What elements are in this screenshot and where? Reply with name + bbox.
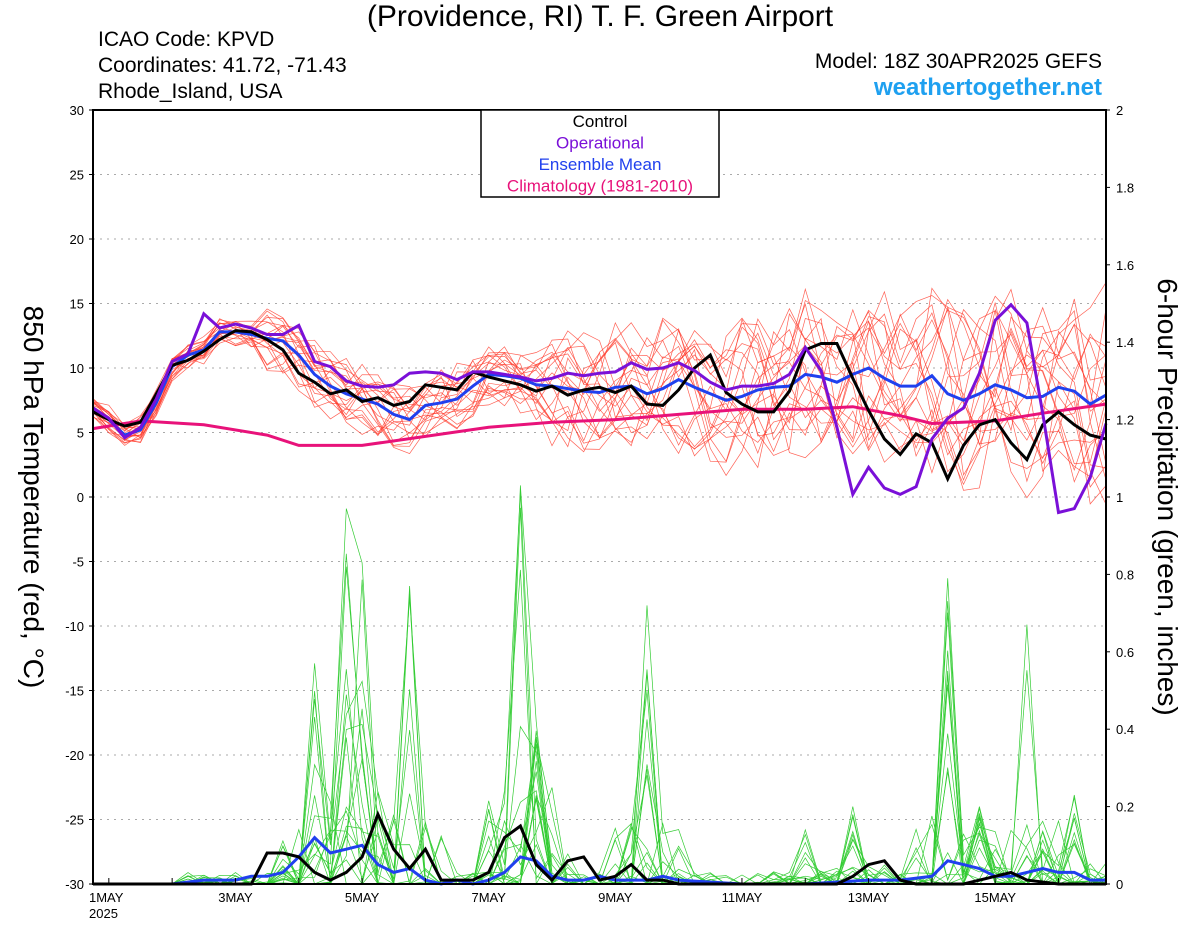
left-tick-label: -25	[65, 813, 84, 828]
legend-item-operational: Operational	[556, 134, 644, 153]
precipitation-member-20	[93, 680, 1107, 885]
left-tick-label: -15	[65, 684, 84, 699]
legend-box	[480, 109, 720, 198]
highlight-series	[92, 302, 1108, 886]
left-tick-label: -20	[65, 748, 84, 763]
precip-mean-line	[93, 835, 1106, 886]
x-tick-label: 3MAY	[218, 890, 253, 905]
site-link[interactable]: weathertogether.net	[873, 74, 1102, 101]
region: Rhode_Island, USA	[98, 80, 283, 103]
right-tick-label: 2	[1116, 103, 1123, 118]
left-tick-label: -30	[65, 877, 84, 892]
temperature-member-16	[92, 308, 1107, 483]
temperature-operational-line	[92, 302, 1108, 515]
right-tick-label: 0.4	[1116, 722, 1134, 737]
temperature-member-9	[92, 298, 1107, 472]
left-tick-label: -10	[65, 619, 84, 634]
coordinates: Coordinates: 41.72, -71.43	[98, 54, 347, 77]
legend-item-control: Control	[573, 112, 628, 131]
right-tick-label: 1.2	[1116, 413, 1134, 428]
x-tick-label: 11MAY	[722, 890, 763, 905]
x-tick-label: 15MAY	[974, 890, 1016, 905]
right-tick-label: 1.6	[1116, 258, 1134, 273]
temperature-member-8	[92, 308, 1107, 469]
precipitation-member-6	[93, 566, 1107, 885]
chart-title: (Providence, RI) T. F. Green Airport	[366, 0, 834, 33]
model-run: Model: 18Z 30APR2025 GEFS	[814, 50, 1102, 73]
precipitation-member-1	[93, 485, 1106, 885]
legend-item-climatology: Climatology (1981-2010)	[507, 177, 693, 196]
x-tick-label: 7MAY	[471, 890, 506, 905]
climatology-line	[92, 402, 1107, 447]
left-tick-label: 10	[70, 361, 84, 376]
right-tick-label: 1.4	[1116, 335, 1134, 350]
precipitation-member-4	[93, 767, 1106, 886]
precipitation-member-19	[93, 763, 1107, 885]
x-tick-sublabel: 2025	[89, 906, 118, 921]
right-tick-label: 0.6	[1116, 645, 1134, 660]
temperature-member-1	[92, 308, 1107, 452]
left-tick-label: -5	[72, 555, 84, 570]
legend-item-mean: Ensemble Mean	[539, 155, 662, 174]
x-tick-label: 9MAY	[598, 890, 633, 905]
right-tick-label: 0.2	[1116, 800, 1134, 815]
right-tick-label: 0	[1116, 877, 1123, 892]
left-tick-label: 0	[77, 490, 84, 505]
right-tick-label: 0.8	[1116, 567, 1134, 582]
icao-code: ICAO Code: KPVD	[98, 28, 275, 51]
left-tick-label: 5	[77, 426, 84, 441]
legend: Control Operational Ensemble Mean Climatolo…	[480, 109, 720, 198]
temperature-member-15	[92, 317, 1107, 505]
axes: 302520151050-5-10-15-20-25-3021.81.61.41…	[65, 103, 1134, 921]
left-tick-label: 15	[70, 297, 84, 312]
left-tick-label: 30	[70, 103, 84, 118]
right-tick-label: 1.8	[1116, 180, 1134, 195]
left-tick-label: 20	[70, 232, 84, 247]
precipitation-member-8	[93, 579, 1106, 885]
x-tick-label: 13MAY	[848, 890, 890, 905]
x-tick-label: 5MAY	[345, 890, 380, 905]
temperature-member-19	[92, 308, 1107, 481]
left-tick-label: 25	[70, 168, 84, 183]
temperature-member-17	[92, 307, 1107, 476]
precipitation-member-3	[93, 569, 1106, 885]
precipitation-member-5	[93, 491, 1106, 885]
temperature-member-11	[92, 299, 1107, 478]
temperature-member-10	[92, 306, 1107, 486]
x-tick-label: 1MAY	[89, 890, 124, 905]
ensemble-members-precipitation	[93, 485, 1107, 886]
temperature-member-4	[92, 306, 1107, 483]
temperature-control-line	[92, 329, 1107, 483]
grid	[93, 174, 1106, 820]
right-tick-label: 1	[1116, 490, 1123, 505]
precip-control-line	[93, 810, 1106, 886]
